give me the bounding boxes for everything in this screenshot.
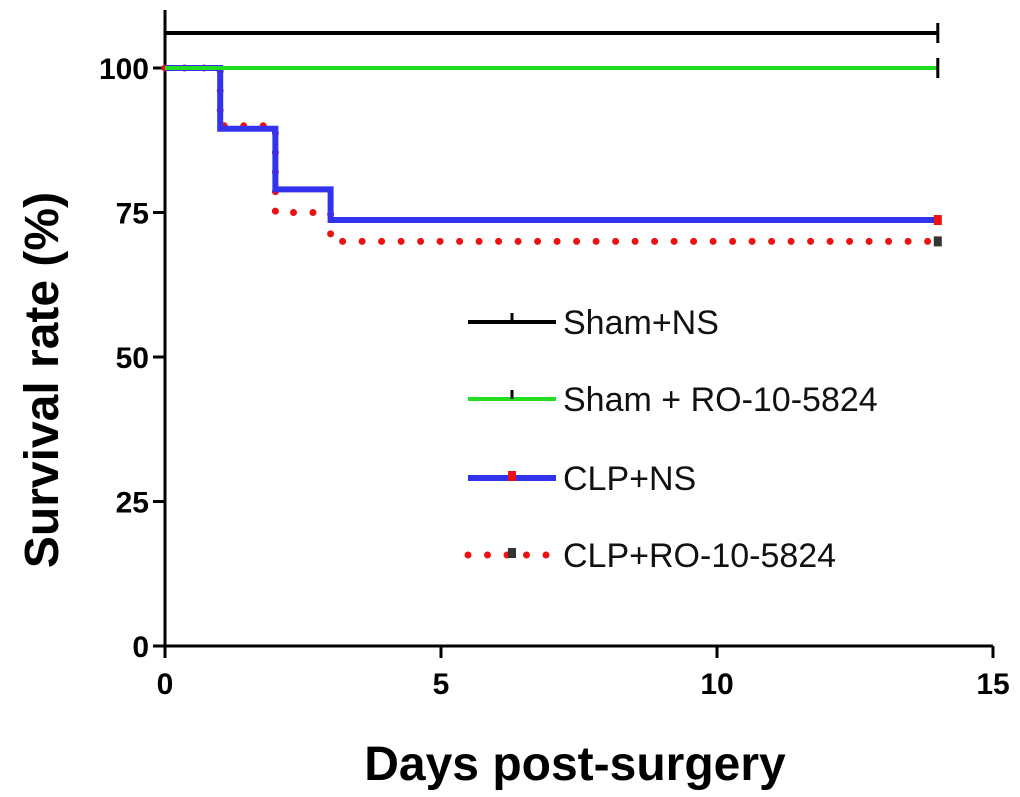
legend-censor-clp-ns (508, 471, 516, 481)
x-tick-label: 5 (433, 668, 450, 701)
y-tick-label: 50 (116, 342, 149, 375)
x-tick-label: 15 (976, 668, 1009, 701)
x-tick-label: 10 (700, 668, 733, 701)
axes: 0 25 50 75 100 0 5 10 15 (99, 10, 1010, 701)
y-tick-label: 100 (99, 53, 149, 86)
y-tick-label: 0 (132, 631, 149, 664)
legend-label-clp-ns: CLP+NS (563, 460, 696, 498)
series-layer (161, 23, 942, 247)
legend-label-clp-ro-10-5824: CLP+RO-10-5824 (563, 537, 836, 575)
series-line-clp-ns (165, 65, 938, 223)
y-tick-label: 75 (116, 198, 149, 231)
legend-censor-clp-ro-10-5824 (508, 548, 516, 558)
censor-mark-clp-ns (933, 215, 942, 226)
y-tick-label: 25 (116, 487, 149, 520)
legend-label-sham-ro-10-5824: Sham + RO-10-5824 (563, 381, 878, 419)
series-line-clp-ro-10-5824 (161, 64, 942, 245)
legend-label-sham-ns: Sham+NS (563, 304, 719, 342)
x-tick-label: 0 (157, 668, 174, 701)
x-axis-title: Days post-surgery (364, 738, 786, 791)
legend: Sham+NS Sham + RO-10-5824 CLP+NS CLP+RO-10-… (464, 304, 878, 575)
y-axis-title: Survival rate (%) (16, 192, 69, 568)
censor-mark-clp-ro-10-5824 (933, 236, 942, 247)
